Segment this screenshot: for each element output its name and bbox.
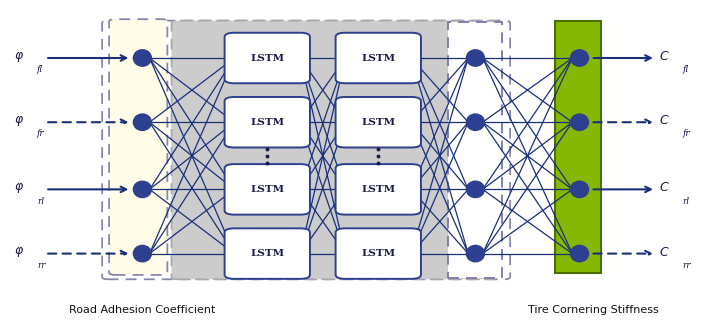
Text: rr: rr	[683, 261, 691, 270]
FancyBboxPatch shape	[224, 228, 310, 279]
Ellipse shape	[571, 181, 588, 197]
Ellipse shape	[571, 114, 588, 131]
Text: $\varphi$: $\varphi$	[14, 245, 24, 259]
Ellipse shape	[467, 181, 484, 197]
Ellipse shape	[133, 114, 152, 131]
Text: rl: rl	[683, 196, 690, 206]
FancyBboxPatch shape	[224, 164, 310, 215]
Text: LSTM: LSTM	[250, 185, 285, 194]
Text: LSTM: LSTM	[361, 118, 395, 127]
Ellipse shape	[571, 245, 588, 262]
Text: $\varphi$: $\varphi$	[14, 181, 24, 195]
FancyBboxPatch shape	[336, 33, 421, 83]
Text: rl: rl	[37, 196, 44, 206]
FancyBboxPatch shape	[336, 228, 421, 279]
Ellipse shape	[133, 181, 152, 197]
Text: $\varphi$: $\varphi$	[14, 114, 24, 128]
Text: LSTM: LSTM	[361, 53, 395, 63]
Text: $C$: $C$	[659, 181, 670, 195]
FancyBboxPatch shape	[171, 21, 498, 279]
Ellipse shape	[133, 245, 152, 262]
Text: fl: fl	[683, 65, 688, 74]
Ellipse shape	[571, 50, 588, 66]
FancyBboxPatch shape	[336, 164, 421, 215]
Text: LSTM: LSTM	[361, 249, 395, 258]
Text: $\varphi$: $\varphi$	[14, 50, 24, 64]
Text: rr: rr	[37, 261, 45, 270]
Text: LSTM: LSTM	[361, 185, 395, 194]
Text: fr: fr	[37, 130, 45, 138]
Ellipse shape	[467, 245, 484, 262]
Ellipse shape	[467, 114, 484, 131]
Text: Road Adhesion Coefficient: Road Adhesion Coefficient	[69, 305, 215, 315]
FancyBboxPatch shape	[224, 97, 310, 148]
FancyBboxPatch shape	[448, 22, 503, 278]
Text: LSTM: LSTM	[250, 249, 285, 258]
Text: fl: fl	[37, 65, 43, 74]
Ellipse shape	[133, 50, 152, 66]
Ellipse shape	[467, 50, 484, 66]
FancyBboxPatch shape	[336, 97, 421, 148]
FancyBboxPatch shape	[555, 21, 601, 274]
Text: LSTM: LSTM	[250, 53, 285, 63]
Text: $C$: $C$	[659, 246, 670, 259]
Text: LSTM: LSTM	[250, 118, 285, 127]
FancyBboxPatch shape	[224, 33, 310, 83]
Text: Tire Cornering Stiffness: Tire Cornering Stiffness	[528, 305, 658, 315]
Text: $C$: $C$	[659, 50, 670, 63]
Text: fr: fr	[683, 130, 690, 138]
Text: $C$: $C$	[659, 114, 670, 127]
FancyBboxPatch shape	[109, 19, 167, 275]
